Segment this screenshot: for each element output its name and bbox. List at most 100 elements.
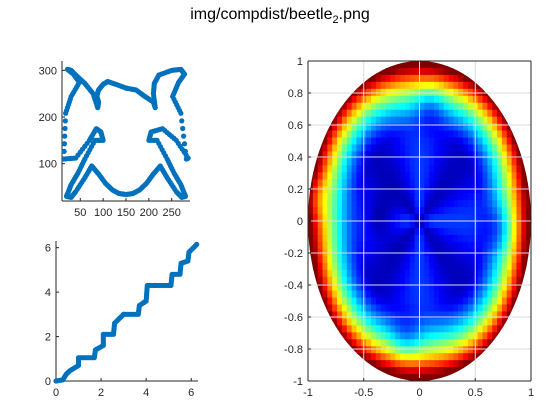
heatmap-cell xyxy=(312,269,319,278)
heatmap-cell xyxy=(322,367,328,375)
heatmap-cell xyxy=(322,67,328,76)
heatmap-cell xyxy=(351,172,358,180)
heatmap-cell xyxy=(409,241,416,250)
heatmap-cell xyxy=(482,193,488,201)
heatmap-cell xyxy=(458,165,464,173)
heatmap-cell xyxy=(312,193,319,201)
heatmap-cell xyxy=(467,367,474,375)
heatmap-cell xyxy=(414,374,421,381)
heatmap-cell xyxy=(414,200,421,208)
heatmap-cell xyxy=(516,74,522,83)
heatmap-cell xyxy=(467,144,474,153)
heatmap-cell xyxy=(312,360,319,368)
heatmap-cell xyxy=(482,144,488,153)
heatmap-cell xyxy=(390,172,396,180)
heatmap-cell xyxy=(497,255,503,264)
heatmap-cell xyxy=(438,234,445,243)
heatmap-cell xyxy=(312,214,319,222)
heatmap-cell xyxy=(337,353,343,361)
heatmap-cell xyxy=(395,130,401,139)
heatmap-cell xyxy=(463,234,469,243)
heatmap-cell xyxy=(404,81,411,90)
heatmap-cell xyxy=(366,304,372,313)
heatmap-cell xyxy=(482,360,488,368)
heatmap-cell xyxy=(395,346,401,354)
heatmap-cell xyxy=(501,137,508,146)
heatmap-cell xyxy=(351,214,358,222)
heatmap-cell xyxy=(404,137,411,146)
heatmap-cell xyxy=(492,360,498,368)
heatmap-cell xyxy=(516,283,522,292)
heatmap-cell xyxy=(366,74,372,83)
heatmap-cell xyxy=(366,95,372,104)
heatmap-cell xyxy=(356,186,362,194)
heatmap-cell xyxy=(337,109,343,118)
heatmap-cell xyxy=(317,172,324,180)
heatmap-cell xyxy=(409,137,416,146)
heatmap-cell xyxy=(404,95,411,104)
heatmap-cell xyxy=(351,95,358,104)
heatmap-cell xyxy=(380,311,387,319)
heatmap-cell xyxy=(337,234,343,243)
beetle-x-tick-label-2: 150 xyxy=(117,207,135,219)
heatmap-cell xyxy=(511,311,518,319)
heatmap-cell xyxy=(521,95,527,104)
heatmap-cell xyxy=(346,179,353,187)
heatmap-cell xyxy=(385,179,392,187)
heatmap-cell xyxy=(337,374,343,381)
heatmap-cell xyxy=(438,360,445,368)
heatmap-cell xyxy=(308,339,314,347)
heatmap-cell xyxy=(463,241,469,250)
heatmap-cell xyxy=(467,283,474,292)
heatmap-cell xyxy=(380,81,387,90)
heatmap-cell xyxy=(409,311,416,319)
heatmap-cell xyxy=(424,61,430,69)
heatmap-cell xyxy=(356,339,362,347)
heatmap-cell xyxy=(312,234,319,243)
heatmap-cell xyxy=(521,207,527,215)
heatmap-cell xyxy=(443,255,450,264)
heatmap-cell xyxy=(521,318,527,326)
heatmap-cell xyxy=(429,360,435,368)
heatmap-cell xyxy=(497,67,503,76)
heatmap-cell xyxy=(458,367,464,375)
heatmap-cell xyxy=(400,304,406,313)
heatmap-cell xyxy=(424,158,430,166)
heatmap-cell xyxy=(443,144,450,153)
heatmap-cell xyxy=(312,61,319,69)
heatmap-cell xyxy=(511,137,518,146)
heatmap-cell xyxy=(487,61,493,69)
heatmap-cell xyxy=(453,255,459,264)
heatmap-cell xyxy=(448,158,455,166)
heatmap-cell xyxy=(482,325,488,333)
heatmap-cell xyxy=(414,360,421,368)
heatmap-cell xyxy=(492,269,498,278)
heatmap-cell xyxy=(477,95,484,104)
heatmap-cell xyxy=(375,353,382,361)
heatmap-cell xyxy=(438,346,445,354)
heatmap-cell xyxy=(346,339,353,347)
heatmap-cell xyxy=(400,123,406,132)
heatmap-cell xyxy=(419,123,425,132)
heatmap-cell xyxy=(487,318,493,326)
heatmap-cell xyxy=(332,290,338,299)
heatmap-cell xyxy=(327,207,333,215)
heatmap-cell xyxy=(400,214,406,222)
heatmap-cell xyxy=(467,165,474,173)
heatmap-cell xyxy=(366,346,372,354)
heatmap-cell xyxy=(419,179,425,187)
heatmap-cell xyxy=(487,144,493,153)
heatmap-cell xyxy=(424,269,430,278)
heatmap-cell xyxy=(487,193,493,201)
heatmap-cell xyxy=(327,67,333,76)
heatmap-cell xyxy=(492,262,498,271)
heatmap-cell xyxy=(424,123,430,132)
heatmap-cell xyxy=(419,311,425,319)
heatmap-cell xyxy=(477,179,484,187)
heatmap-cell xyxy=(434,109,440,118)
heatmap-cell xyxy=(516,353,522,361)
heatmap-cell xyxy=(317,165,324,173)
heatmap-cell xyxy=(341,290,348,299)
heatmap-cell xyxy=(506,339,513,347)
heatmap-cell xyxy=(351,123,358,132)
